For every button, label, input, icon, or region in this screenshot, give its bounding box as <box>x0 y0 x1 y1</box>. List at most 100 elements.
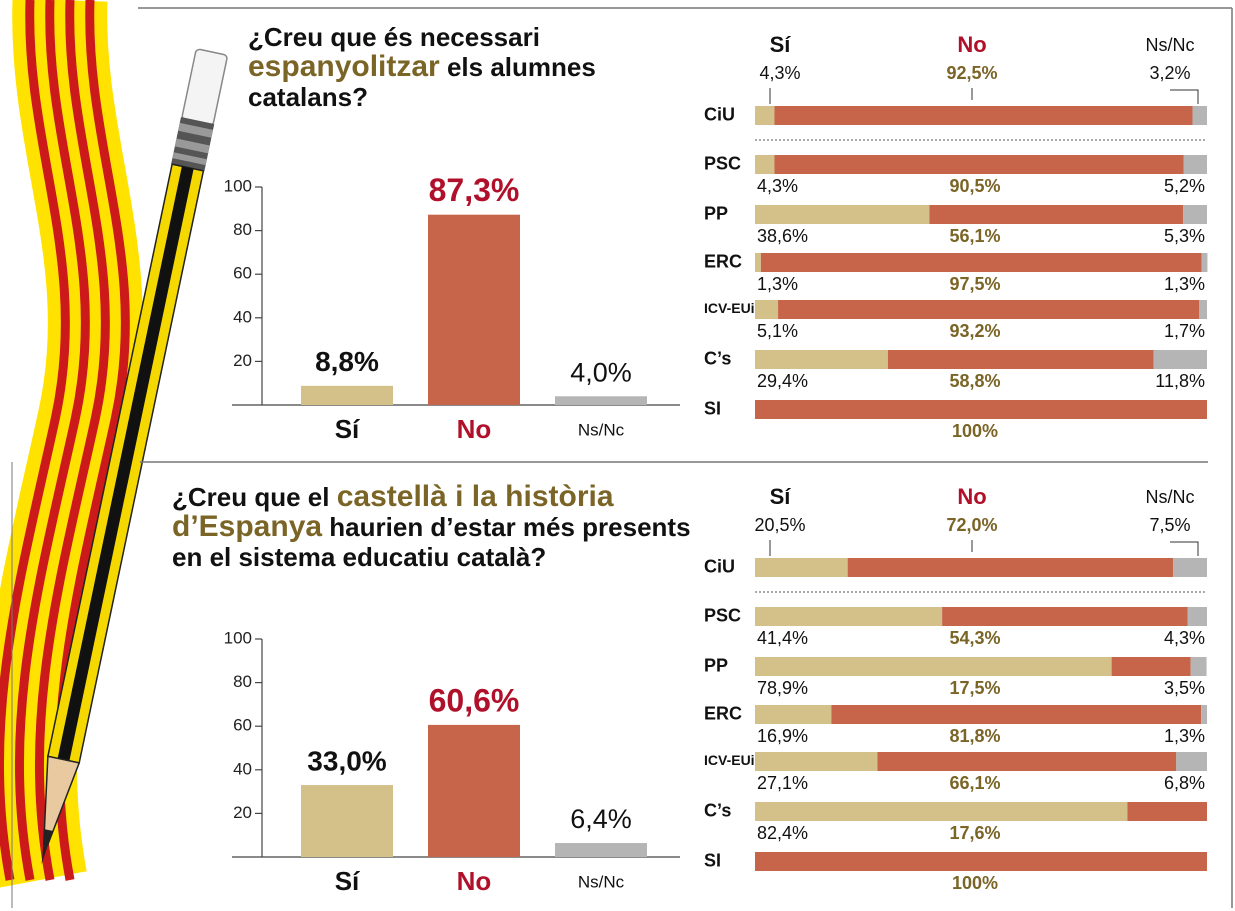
legend-label: No <box>957 484 986 509</box>
value-label: 41,4% <box>757 628 808 648</box>
value-label: 7,5% <box>1149 515 1190 535</box>
value-label: 82,4% <box>757 823 808 843</box>
legend-label: Sí <box>770 484 792 509</box>
x-tick-label: Ns/Nc <box>578 420 625 439</box>
value-label: 56,1% <box>949 226 1000 246</box>
bar-segment <box>1176 752 1207 771</box>
category-label: PSC <box>704 605 741 625</box>
legend-label: Sí <box>770 32 792 57</box>
value-label: 54,3% <box>949 628 1000 648</box>
value-label: 1,3% <box>757 274 798 294</box>
value-label: 4,3% <box>1164 628 1205 648</box>
bar-segment <box>1183 205 1207 224</box>
bar-segment <box>1183 155 1207 174</box>
bar-segment <box>761 253 1202 272</box>
leader-line <box>1170 90 1198 104</box>
value-label: 4,3% <box>757 176 798 196</box>
bar-segment <box>755 155 774 174</box>
leader-line <box>1170 542 1198 556</box>
value-label: 60,6% <box>429 682 520 718</box>
y-tick-label: 80 <box>233 220 252 239</box>
value-label: 92,5% <box>946 63 997 83</box>
value-label: 100% <box>952 421 998 441</box>
infographic: 20 40 60 80 100 8,8% Sí 87,3% No 4,0% Ns/Nc Sí No Ns/… <box>0 0 1235 911</box>
bar-segment <box>755 205 929 224</box>
bar-segment <box>1154 350 1207 369</box>
bar-segment <box>1188 607 1207 626</box>
value-label: 72,0% <box>946 515 997 535</box>
page: 20 40 60 80 100 8,8% Sí 87,3% No 4,0% Ns/Nc Sí No Ns/… <box>0 0 1235 911</box>
bar-segment <box>755 350 888 369</box>
bar-segment <box>774 106 1192 125</box>
y-tick-label: 40 <box>233 307 252 326</box>
legend-label: Ns/Nc <box>1146 487 1195 507</box>
value-label: 5,2% <box>1164 176 1205 196</box>
legend-label: Ns/Nc <box>1146 35 1195 55</box>
bar-segment <box>877 752 1176 771</box>
bar-segment <box>1112 657 1191 676</box>
bar-segment <box>755 106 774 125</box>
y-tick-label: 80 <box>233 672 252 691</box>
y-tick-label: 100 <box>224 628 252 647</box>
bar <box>555 396 647 405</box>
y-tick-label: 60 <box>233 716 252 735</box>
value-label: 33,0% <box>307 745 386 776</box>
category-label: PP <box>704 203 728 223</box>
bar-segment <box>942 607 1187 626</box>
category-label: C’s <box>704 348 731 368</box>
value-label: 1,7% <box>1164 321 1205 341</box>
bar-segment <box>848 558 1173 577</box>
bar-segment <box>755 802 1127 821</box>
bar-segment <box>831 705 1201 724</box>
value-label: 1,3% <box>1164 726 1205 746</box>
title-text: ¿Creu que el <box>172 482 329 512</box>
legend-label: No <box>957 32 986 57</box>
y-tick-label: 60 <box>233 264 252 283</box>
value-label: 5,1% <box>757 321 798 341</box>
bar-segment <box>1173 558 1207 577</box>
bar-segment <box>1199 300 1207 319</box>
bar-segment <box>1202 253 1208 272</box>
bar-segment <box>1201 705 1207 724</box>
value-label: 97,5% <box>949 274 1000 294</box>
bar <box>301 386 393 405</box>
x-tick-label: Sí <box>335 414 360 444</box>
value-label: 100% <box>952 873 998 893</box>
value-label: 87,3% <box>429 172 520 208</box>
category-label: CiU <box>704 556 735 576</box>
value-label: 11,8% <box>1155 371 1205 391</box>
bar-segment <box>755 852 1207 871</box>
bar-segment <box>929 205 1183 224</box>
chart-title: ¿Creu que el castellà i la història d’Es… <box>172 482 692 572</box>
x-tick-label: No <box>457 414 492 444</box>
x-tick-label: Sí <box>335 866 360 896</box>
title-highlight: espanyolitzar <box>248 50 440 83</box>
value-label: 4,0% <box>570 357 632 387</box>
category-label: PSC <box>704 153 741 173</box>
bar-segment <box>755 607 942 626</box>
value-label: 8,8% <box>315 346 379 377</box>
value-label: 17,6% <box>949 823 1000 843</box>
bar-segment <box>755 705 831 724</box>
value-label: 6,4% <box>570 804 632 834</box>
value-label: 20,5% <box>754 515 805 535</box>
category-label: SI <box>704 398 721 418</box>
bar-segment <box>1191 657 1207 676</box>
value-label: 17,5% <box>949 678 1000 698</box>
bar-segment <box>755 558 848 577</box>
category-label: SI <box>704 850 721 870</box>
bar <box>555 843 647 857</box>
bar <box>301 785 393 857</box>
x-tick-label: Ns/Nc <box>578 872 625 891</box>
y-tick-label: 100 <box>224 176 252 195</box>
x-tick-label: No <box>457 866 492 896</box>
value-label: 1,3% <box>1164 274 1205 294</box>
value-label: 58,8% <box>949 371 1000 391</box>
value-label: 4,3% <box>759 63 800 83</box>
value-label: 90,5% <box>949 176 1000 196</box>
category-label: ERC <box>704 251 742 271</box>
bar-segment <box>755 253 761 272</box>
value-label: 29,4% <box>757 371 808 391</box>
y-tick-label: 20 <box>233 351 252 370</box>
bar-segment <box>774 155 1183 174</box>
